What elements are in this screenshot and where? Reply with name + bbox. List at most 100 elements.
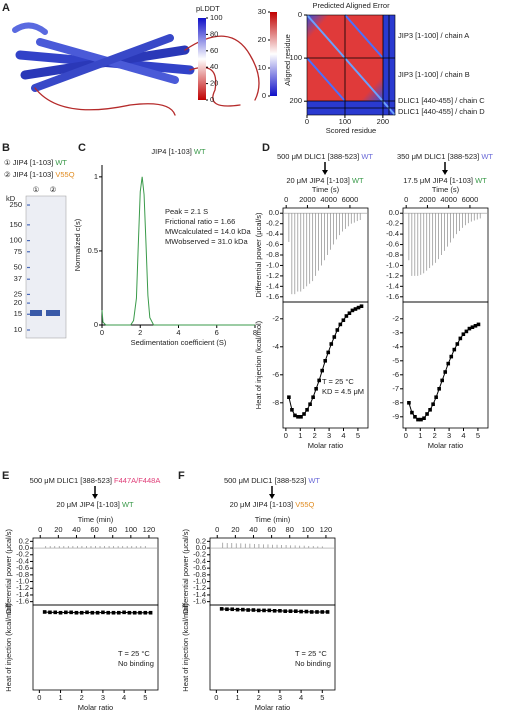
y-tick-label: -1.4 xyxy=(193,590,206,599)
x-tick-label: 40 xyxy=(72,525,80,534)
text-part: 350 μM DLIC1 [388-523] xyxy=(397,152,481,161)
data-point xyxy=(53,610,58,615)
x-tick-label: 0 xyxy=(214,693,218,702)
x-axis-label: Time (min) xyxy=(78,515,114,524)
y-tick-label: -1.2 xyxy=(16,583,29,592)
data-point xyxy=(338,322,343,327)
data-point xyxy=(293,413,297,418)
arrow-head xyxy=(92,494,98,499)
colorbar-tick-label: 40 xyxy=(210,62,218,71)
text-part: 500 μM DLIC1 [388-523] xyxy=(30,476,114,485)
data-point xyxy=(320,368,324,373)
data-point xyxy=(347,311,352,315)
data-point xyxy=(431,402,435,406)
y-tick-label: 100 xyxy=(289,53,302,62)
data-point xyxy=(288,609,293,613)
y-axis-label: Heat of injection (kcal/mol) xyxy=(254,320,263,409)
text-part: WT xyxy=(481,152,493,161)
chain-label: JIP3 [1-100] / chain A xyxy=(398,31,469,40)
annotation: T = 25 °C xyxy=(295,649,327,658)
x-axis-label: Time (s) xyxy=(432,185,460,194)
arrow-head xyxy=(322,170,328,175)
y-tick-label: -1.0 xyxy=(16,577,29,586)
data-point xyxy=(344,314,349,318)
x-tick-label: 5 xyxy=(476,431,480,440)
y-axis-label: Heat of injection (kcal/mol) xyxy=(181,603,190,692)
x-tick-label: 120 xyxy=(143,525,156,534)
x-tick-label: 6 xyxy=(215,328,219,337)
y-tick-label: 0.2 xyxy=(196,536,206,545)
data-point xyxy=(64,610,68,615)
gel xyxy=(25,195,67,339)
x-tick-label: 3 xyxy=(278,693,282,702)
x-tick-label: 5 xyxy=(143,693,147,702)
data-point xyxy=(410,410,414,415)
x-tick-label: 0 xyxy=(215,525,219,534)
data-point xyxy=(106,610,111,615)
colorbar-tick-label: 100 xyxy=(210,13,223,22)
annotation: Peak = 2.1 S xyxy=(165,207,208,216)
data-point xyxy=(446,361,451,366)
data-point xyxy=(302,412,306,416)
data-point xyxy=(356,305,361,310)
x-tick-label: 2 xyxy=(257,693,261,702)
data-point xyxy=(122,610,126,615)
y-tick-label: -0.8 xyxy=(193,570,206,579)
x-tick-label: 0 xyxy=(404,431,408,440)
data-point xyxy=(452,347,457,352)
marker-label: 150 xyxy=(9,220,22,229)
y-tick-label: -2 xyxy=(272,314,279,323)
data-line xyxy=(101,176,255,326)
data-point xyxy=(350,308,355,313)
data-point xyxy=(127,610,132,615)
data-point xyxy=(407,401,411,405)
text-part: 20 μM JIP4 [1-103] xyxy=(286,176,352,185)
y-tick-label: -0.4 xyxy=(193,556,206,565)
data-point xyxy=(262,608,266,613)
y-axis-label: Heat of injection (kcal/mol) xyxy=(4,603,13,692)
marker-label: 37 xyxy=(14,274,22,283)
data-point xyxy=(464,329,469,334)
y-tick-label: -0.6 xyxy=(193,563,206,572)
marker-label: 75 xyxy=(14,247,22,256)
gel-unit: kD xyxy=(6,194,16,203)
data-point xyxy=(138,610,142,615)
annotation: No binding xyxy=(295,659,331,668)
x-tick-label: 0 xyxy=(284,195,288,204)
data-point xyxy=(219,607,224,611)
data-point xyxy=(42,610,47,614)
data-point xyxy=(416,417,420,422)
data-point xyxy=(117,610,121,615)
data-point xyxy=(241,607,245,612)
y-tick-label: 1 xyxy=(94,172,98,181)
marker-label: 25 xyxy=(14,289,22,298)
y-tick-label: 200 xyxy=(289,96,302,105)
plot-frame xyxy=(402,301,489,429)
pae-colorbar xyxy=(270,12,277,96)
x-tick-label: 4000 xyxy=(320,195,337,204)
y-tick-label: -0.4 xyxy=(16,556,29,565)
data-point xyxy=(132,610,137,615)
data-point xyxy=(449,354,454,359)
plddt-colorbar xyxy=(198,18,206,100)
text-part: JIP4 [1-103] xyxy=(151,147,194,156)
x-tick-label: 0 xyxy=(38,525,42,534)
data-point xyxy=(305,408,309,412)
y-tick-label: 0.5 xyxy=(88,246,98,255)
data-point xyxy=(287,395,291,399)
x-tick-label: 100 xyxy=(125,525,138,534)
data-point xyxy=(230,607,235,612)
x-tick-label: 20 xyxy=(231,525,239,534)
plot-frame xyxy=(402,207,489,303)
y-tick-label: -1.6 xyxy=(193,597,206,606)
x-tick-label: 120 xyxy=(320,525,333,534)
x-tick-label: 4 xyxy=(299,693,303,702)
data-point xyxy=(315,610,319,614)
x-tick-label: 2 xyxy=(138,328,142,337)
marker-label: 250 xyxy=(9,200,22,209)
data-point xyxy=(428,408,432,412)
colorbar-tick-label: 60 xyxy=(210,46,218,55)
y-tick-label: -8 xyxy=(392,398,399,407)
x-axis-label: Time (min) xyxy=(255,515,291,524)
